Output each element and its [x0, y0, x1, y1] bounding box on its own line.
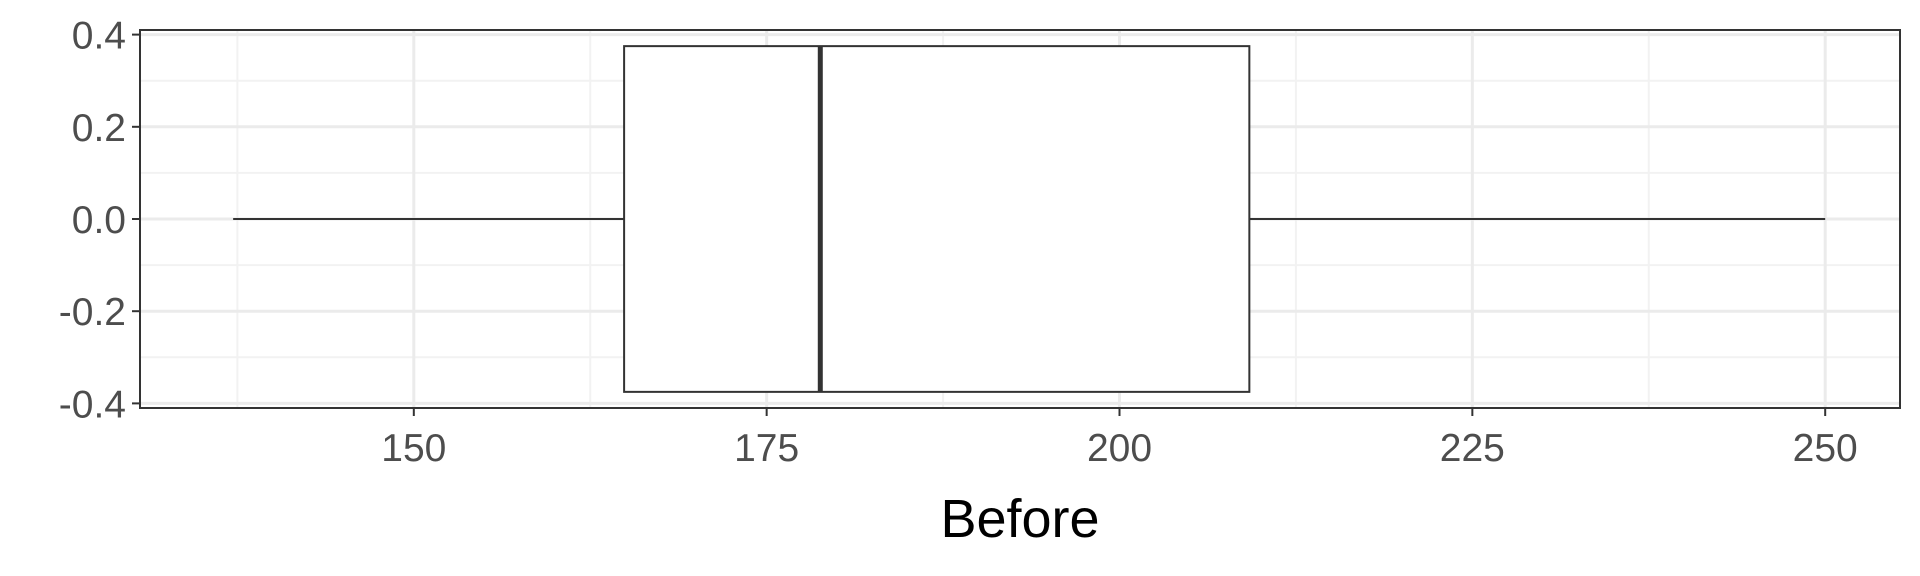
x-tick-label: 250: [1793, 427, 1858, 470]
x-tick-label: 150: [381, 427, 446, 470]
y-tick-label: -0.2: [59, 291, 126, 334]
interquartile-box: [623, 45, 1251, 393]
y-axis: 0.4 0.2 0.0 -0.2 -0.4: [59, 15, 140, 426]
x-tick-label: 200: [1087, 427, 1152, 470]
y-tick-label: -0.4: [59, 383, 126, 426]
y-tick-label: 0.0: [72, 199, 126, 242]
boxplot: [233, 45, 1826, 393]
x-axis: 150 175 200 225 250: [381, 408, 1858, 470]
y-tick-label: 0.2: [72, 107, 126, 150]
x-tick-label: 225: [1440, 427, 1505, 470]
x-axis-title: Before: [940, 489, 1099, 549]
x-tick-label: 175: [734, 427, 799, 470]
y-tick-label: 0.4: [72, 15, 126, 58]
